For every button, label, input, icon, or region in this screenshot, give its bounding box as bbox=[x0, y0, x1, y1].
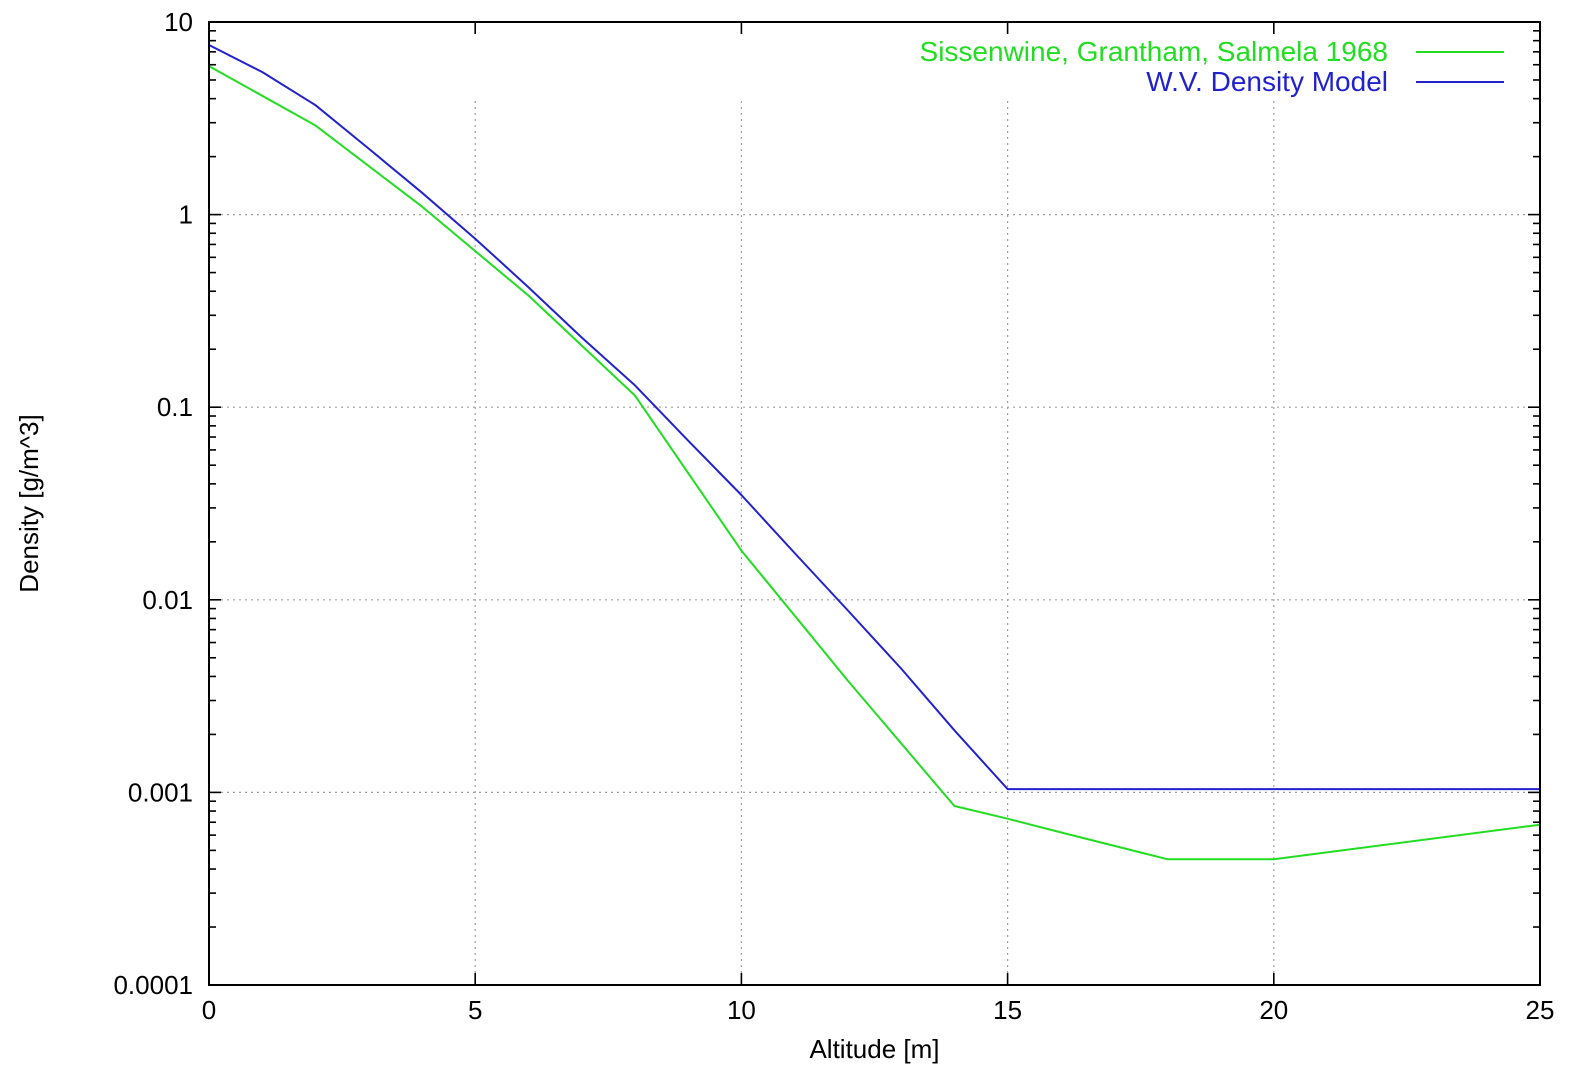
y-tick-label: 1 bbox=[179, 200, 193, 230]
y-tick-label: 0.0001 bbox=[113, 970, 193, 1000]
x-tick-label: 25 bbox=[1526, 995, 1555, 1025]
y-tick-label: 10 bbox=[164, 7, 193, 37]
x-tick-label: 20 bbox=[1259, 995, 1288, 1025]
y-tick-labels: 10 1 0.1 0.01 0.001 0.0001 bbox=[113, 7, 193, 1000]
axis-ticks bbox=[208, 21, 1541, 986]
legend-entry-label: Sissenwine, Grantham, Salmela 1968 bbox=[920, 36, 1388, 67]
x-axis-label: Altitude [m] bbox=[809, 1034, 939, 1064]
y-tick-label: 0.001 bbox=[128, 777, 193, 807]
y-tick-label: 0.01 bbox=[142, 585, 193, 615]
x-tick-label: 0 bbox=[202, 995, 216, 1025]
series-line-sissenwine bbox=[208, 65, 1541, 861]
legend-entry-label: W.V. Density Model bbox=[1146, 66, 1388, 97]
plot-frame bbox=[208, 21, 1541, 986]
x-tick-label: 15 bbox=[993, 995, 1022, 1025]
x-tick-labels: 0 5 10 15 20 25 bbox=[202, 995, 1555, 1025]
series-line-wv-density-model bbox=[208, 44, 1540, 791]
x-tick-label: 10 bbox=[727, 995, 756, 1025]
y-axis-label: Density [g/m^3] bbox=[14, 414, 44, 592]
x-tick-label: 5 bbox=[468, 995, 482, 1025]
series-lines bbox=[208, 44, 1541, 861]
grid bbox=[209, 100, 1540, 985]
y-tick-label: 0.1 bbox=[157, 392, 193, 422]
